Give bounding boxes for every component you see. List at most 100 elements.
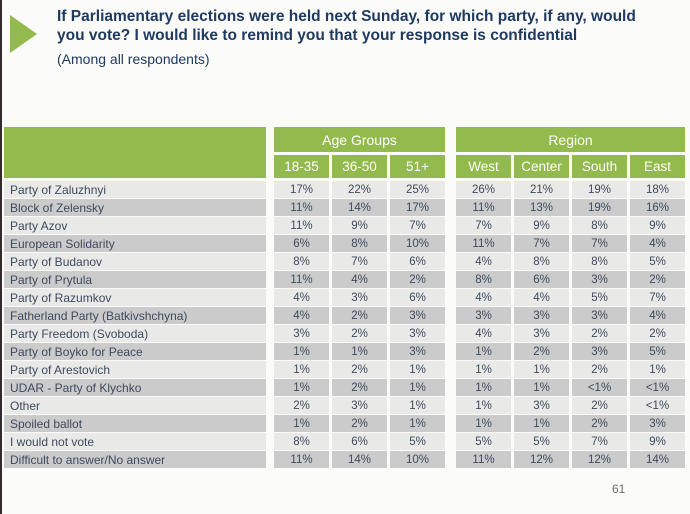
slide-title: If Parliamentary elections were held nex… [57, 8, 636, 44]
value-cell-center: 3% [514, 397, 569, 414]
party-label: Party of Boyko for Peace [4, 343, 266, 360]
value-cell-south: 3% [572, 343, 627, 360]
value-cell-51plus: 1% [390, 415, 445, 432]
value-cell-36-50: 7% [332, 253, 387, 270]
value-cell-18-35: 1% [274, 379, 329, 396]
value-cell-18-35: 3% [274, 325, 329, 342]
party-label: Party Freedom (Svoboda) [4, 325, 266, 342]
value-cell-36-50: 2% [332, 325, 387, 342]
value-cell-east: 1% [630, 361, 685, 378]
value-cell-36-50: 1% [332, 343, 387, 360]
slide-subtitle: (Among all respondents) [57, 51, 210, 67]
party-label: UDAR - Party of Klychko [4, 379, 266, 396]
value-cell-18-35: 8% [274, 433, 329, 450]
value-cell-18-35: 11% [274, 271, 329, 288]
value-cell-east: 9% [630, 433, 685, 450]
table-row: Other 2% 3% 1% 1% 3% 2% <1% [4, 397, 686, 414]
value-cell-south: 8% [572, 217, 627, 234]
value-cell-east: <1% [630, 379, 685, 396]
value-cell-center: 1% [514, 361, 569, 378]
value-cell-west: 26% [456, 181, 511, 198]
value-cell-36-50: 2% [332, 379, 387, 396]
value-cell-center: 7% [514, 235, 569, 252]
table-row: Party of Zaluzhnyi 17% 22% 25% 26% 21% 1… [4, 181, 686, 198]
value-cell-east: 16% [630, 199, 685, 216]
value-cell-south: 5% [572, 289, 627, 306]
value-cell-south: <1% [572, 379, 627, 396]
value-cell-51plus: 3% [390, 307, 445, 324]
value-cell-east: 4% [630, 307, 685, 324]
value-cell-west: 11% [456, 235, 511, 252]
title-wrap: If Parliamentary elections were held nex… [57, 7, 657, 67]
value-cell-51plus: 10% [390, 235, 445, 252]
value-cell-west: 1% [456, 379, 511, 396]
value-cell-west: 11% [456, 199, 511, 216]
value-cell-18-35: 11% [274, 199, 329, 216]
value-cell-south: 2% [572, 361, 627, 378]
value-cell-west: 11% [456, 451, 511, 468]
column-header-51plus: 51+ [390, 155, 445, 178]
value-cell-west: 7% [456, 217, 511, 234]
column-header-west: West [456, 155, 511, 178]
group-header-age: Age Groups [274, 127, 445, 152]
value-cell-center: 8% [514, 253, 569, 270]
value-cell-center: 2% [514, 343, 569, 360]
party-label: Fatherland Party (Batkivshchyna) [4, 307, 266, 324]
column-header-36-50: 36-50 [332, 155, 387, 178]
value-cell-36-50: 3% [332, 397, 387, 414]
value-cell-center: 1% [514, 415, 569, 432]
value-cell-east: 2% [630, 271, 685, 288]
table-row: Party of Prytula 11% 4% 2% 8% 6% 3% 2% [4, 271, 686, 288]
value-cell-east: 9% [630, 217, 685, 234]
value-cell-36-50: 22% [332, 181, 387, 198]
party-label: I would not vote [4, 433, 266, 450]
value-cell-east: 18% [630, 181, 685, 198]
value-cell-center: 6% [514, 271, 569, 288]
value-cell-south: 19% [572, 199, 627, 216]
table-row: Block of Zelensky 11% 14% 17% 11% 13% 19… [4, 199, 686, 216]
value-cell-west: 1% [456, 361, 511, 378]
value-cell-east: 2% [630, 325, 685, 342]
value-cell-south: 3% [572, 271, 627, 288]
table-body: Party of Zaluzhnyi 17% 22% 25% 26% 21% 1… [4, 181, 686, 468]
value-cell-51plus: 3% [390, 343, 445, 360]
value-cell-east: 5% [630, 253, 685, 270]
value-cell-18-35: 6% [274, 235, 329, 252]
table-row: Spoiled ballot 1% 2% 1% 1% 1% 2% 3% [4, 415, 686, 432]
value-cell-18-35: 11% [274, 451, 329, 468]
slide-heading: If Parliamentary elections were held nex… [10, 7, 670, 67]
party-label: Party Azov [4, 217, 266, 234]
value-cell-36-50: 9% [332, 217, 387, 234]
value-cell-18-35: 2% [274, 397, 329, 414]
table-row: I would not vote 8% 6% 5% 5% 5% 7% 9% [4, 433, 686, 450]
value-cell-51plus: 6% [390, 289, 445, 306]
column-header-18-35: 18-35 [274, 155, 329, 178]
value-cell-18-35: 4% [274, 289, 329, 306]
value-cell-center: 4% [514, 289, 569, 306]
value-cell-east: 4% [630, 235, 685, 252]
column-header-east: East [630, 155, 685, 178]
column-header-south: South [572, 155, 627, 178]
page-number: 61 [612, 482, 626, 496]
value-cell-36-50: 2% [332, 415, 387, 432]
value-cell-36-50: 14% [332, 199, 387, 216]
value-cell-51plus: 25% [390, 181, 445, 198]
value-cell-18-35: 11% [274, 217, 329, 234]
party-label: Block of Zelensky [4, 199, 266, 216]
value-cell-center: 12% [514, 451, 569, 468]
value-cell-center: 1% [514, 379, 569, 396]
value-cell-18-35: 1% [274, 343, 329, 360]
label-column-header [4, 127, 266, 178]
value-cell-west: 5% [456, 433, 511, 450]
value-cell-east: <1% [630, 397, 685, 414]
value-cell-18-35: 17% [274, 181, 329, 198]
value-cell-south: 3% [572, 307, 627, 324]
value-cell-18-35: 4% [274, 307, 329, 324]
value-cell-51plus: 1% [390, 397, 445, 414]
value-cell-east: 14% [630, 451, 685, 468]
value-cell-center: 13% [514, 199, 569, 216]
table-row: Party of Arestovich 1% 2% 1% 1% 1% 2% 1% [4, 361, 686, 378]
value-cell-south: 19% [572, 181, 627, 198]
value-cell-36-50: 2% [332, 361, 387, 378]
value-cell-51plus: 7% [390, 217, 445, 234]
